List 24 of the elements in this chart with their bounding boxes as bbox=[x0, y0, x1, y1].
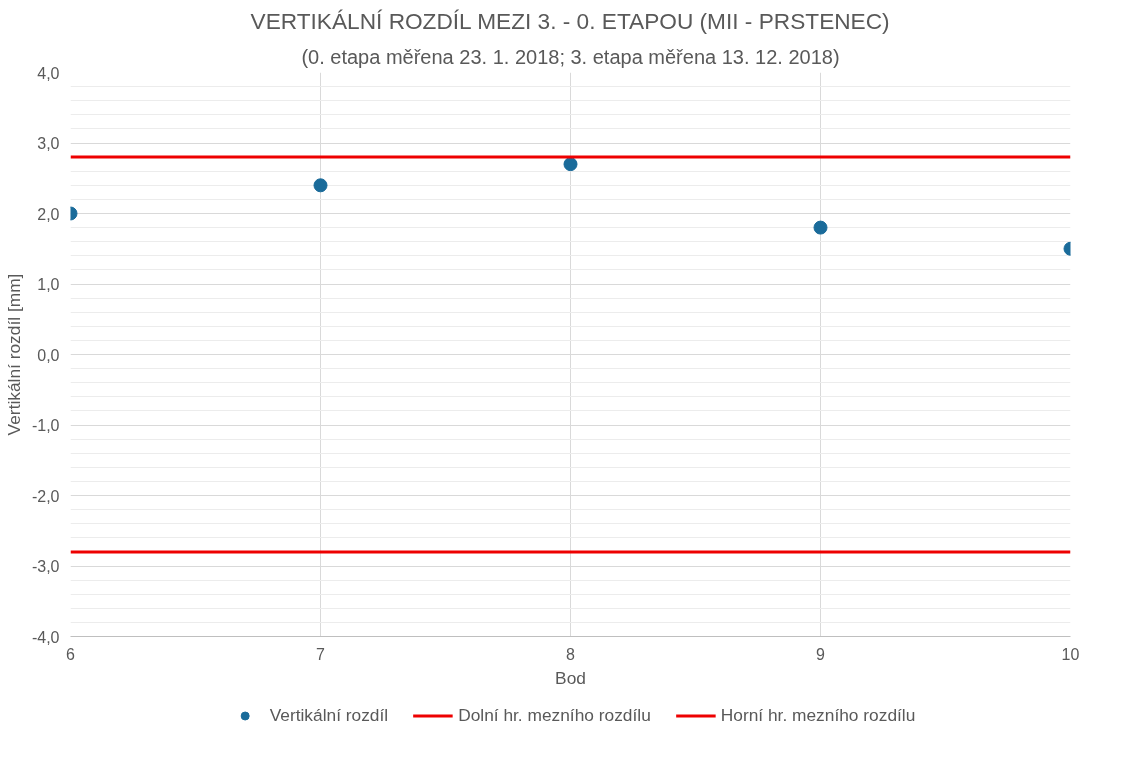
y-tick-label: 0,0 bbox=[37, 346, 60, 364]
y-tick-label: -3,0 bbox=[31, 558, 60, 575]
point bbox=[813, 220, 828, 235]
x-tick-label: 9 bbox=[816, 645, 826, 663]
legend-label: Dolní hr. mezního rozdílu bbox=[458, 704, 651, 726]
x-tick-label: 6 bbox=[66, 645, 76, 663]
y-tick-label: -1,0 bbox=[31, 417, 60, 434]
x-axis-title: Bod bbox=[555, 667, 586, 688]
legend-label: Vertikální rozdíl bbox=[269, 704, 389, 726]
point bbox=[563, 157, 578, 172]
y-tick-label: 1,0 bbox=[37, 276, 60, 293]
point bbox=[313, 178, 328, 193]
legend-label: Horní hr. mezního rozdílu bbox=[720, 704, 916, 726]
y-axis-title: Vertikální rozdíl [mm] bbox=[3, 273, 24, 436]
x-tick-label: 10 bbox=[1061, 645, 1080, 663]
y-tick-label: 4,0 bbox=[37, 64, 60, 82]
x-tick-label: 8 bbox=[566, 645, 576, 663]
y-tick-label: 2,0 bbox=[37, 205, 60, 223]
y-tick-label: -4,0 bbox=[31, 628, 60, 646]
x-tick-label: 7 bbox=[316, 645, 326, 663]
chart-subtitle: (0. etapa měřena 23. 1. 2018; 3. etapa měřena 13. 12. 2018) bbox=[301, 45, 840, 68]
y-tick-label: 3,0 bbox=[37, 135, 60, 152]
chart-title: VERTIKÁLNÍ ROZDÍL MEZI 3. - 0. ETAPOU (MII - PRSTENEC) bbox=[250, 7, 890, 34]
y-tick-label: -2,0 bbox=[31, 487, 60, 505]
